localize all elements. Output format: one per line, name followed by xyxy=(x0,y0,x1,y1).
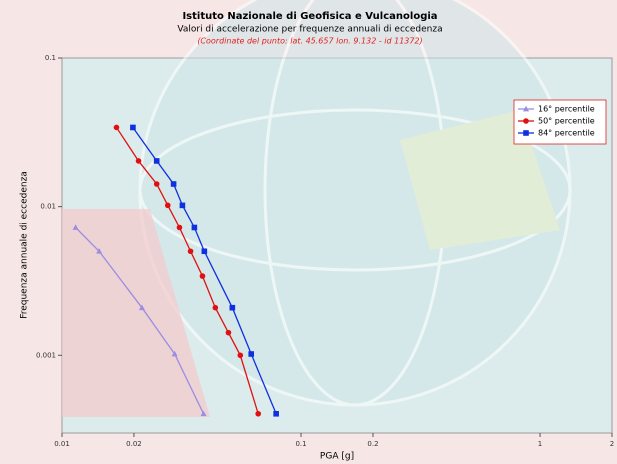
point xyxy=(138,304,145,311)
point xyxy=(248,351,255,357)
legend-label: 84° percentile xyxy=(538,129,595,138)
point xyxy=(135,158,142,164)
legend-box xyxy=(513,99,607,145)
point xyxy=(130,124,136,131)
point xyxy=(164,202,171,209)
background-globe xyxy=(138,0,572,407)
y-tick-label: 0.01 xyxy=(40,203,56,211)
point xyxy=(191,224,198,231)
point xyxy=(187,248,194,255)
legend-label: 16° percentile xyxy=(538,105,595,114)
point xyxy=(199,273,206,279)
x-tick-label: 1 xyxy=(538,440,542,448)
x-tick-label: 0.02 xyxy=(126,440,142,448)
point xyxy=(200,410,207,417)
point xyxy=(113,124,120,131)
point xyxy=(179,202,186,209)
point xyxy=(72,224,79,230)
x-axis-label: PGA [g] xyxy=(320,452,354,462)
x-tick-label: 2 xyxy=(610,440,614,448)
point xyxy=(176,224,183,231)
point xyxy=(273,410,279,417)
legend-marker xyxy=(523,105,529,112)
x-tick-label: 0.01 xyxy=(54,440,70,448)
point xyxy=(255,410,262,417)
point xyxy=(153,181,160,187)
y-tick-label: 0.001 xyxy=(36,351,56,359)
chart-subtitle: Valori di accelerazione per frequenze an… xyxy=(177,25,442,35)
point xyxy=(153,158,160,164)
shaded-region xyxy=(62,209,210,417)
x-tick-label: 0.2 xyxy=(367,440,378,448)
point xyxy=(96,248,103,254)
chart-title: Istituto Nazionale di Geofisica e Vulcan… xyxy=(182,11,437,22)
point xyxy=(229,304,236,311)
point xyxy=(171,350,178,357)
x-tick-label: 0.1 xyxy=(295,440,306,448)
annotation: (Coordinate del punto: lat. 45.657 lon. … xyxy=(197,37,422,46)
y-axis-label: Frequenza annuale di eccedenza xyxy=(20,171,30,319)
point xyxy=(225,329,232,336)
point xyxy=(170,181,177,187)
legend-marker xyxy=(523,130,529,136)
y-tick-label: 0.1 xyxy=(45,54,56,62)
point xyxy=(212,304,219,311)
legend-marker xyxy=(523,118,529,124)
legend-label: 50° percentile xyxy=(538,117,595,126)
point xyxy=(201,248,208,255)
point xyxy=(237,352,244,359)
